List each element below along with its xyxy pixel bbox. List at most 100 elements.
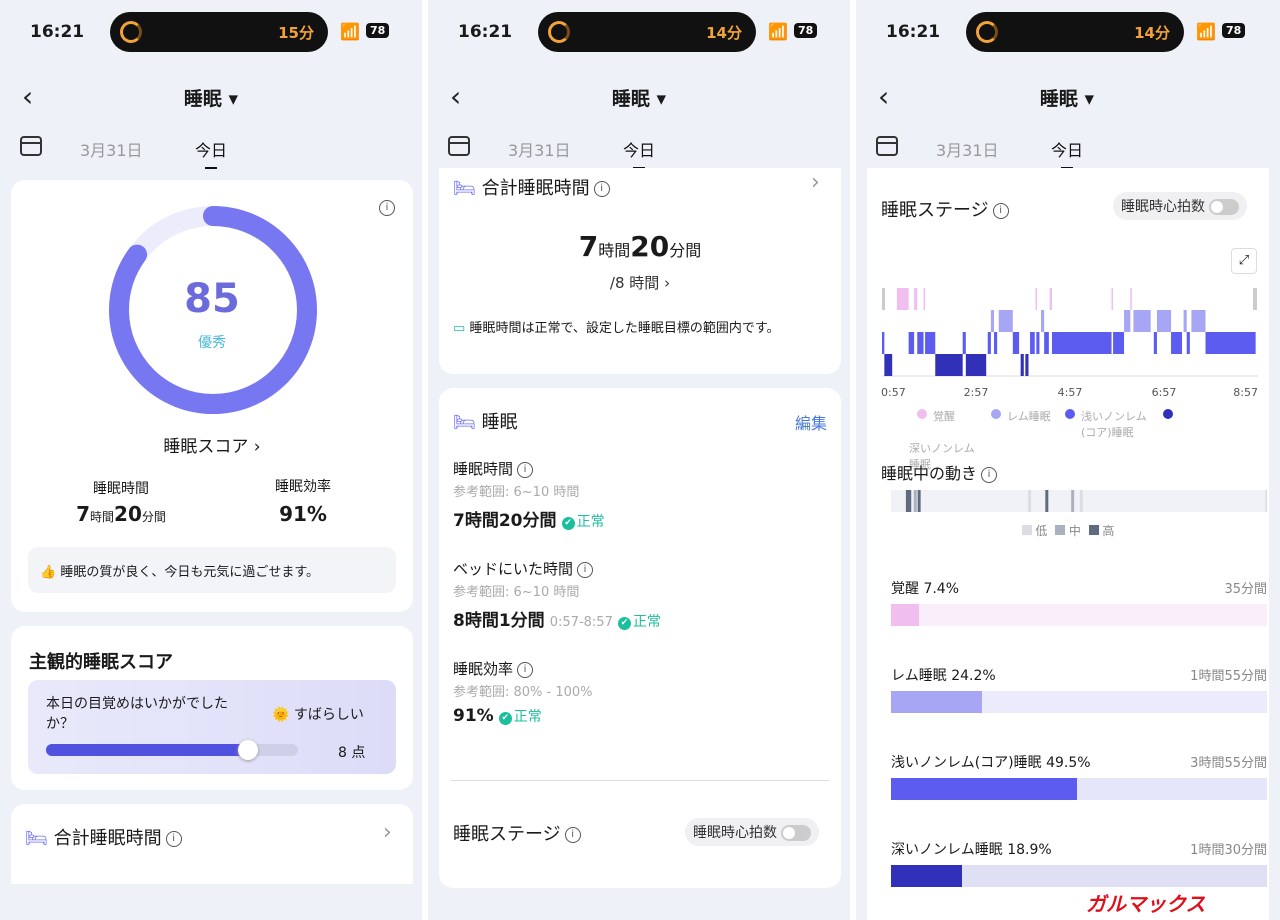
tab-yesterday[interactable]: 3月31日 — [508, 141, 571, 160]
status-badge: 正常 — [618, 614, 661, 630]
stage-segment-light — [925, 332, 936, 354]
movement-mark-high — [905, 490, 909, 512]
answer: 🌞 すばらしい — [272, 704, 364, 724]
panel-score: 16:21 15分 📶 78 ‹ 睡眠 ▾ 3月31日 今日 i 85 優秀 睡… — [0, 0, 422, 920]
tab-yesterday[interactable]: 3月31日 — [80, 141, 143, 160]
stage-bar — [891, 604, 1267, 626]
calendar-icon[interactable] — [20, 136, 42, 156]
sleep-stage-chart: 0:57 2:57 4:57 6:57 8:57 — [881, 288, 1258, 399]
chevron-right-icon[interactable]: › — [811, 170, 820, 195]
stage-segment-awake — [896, 288, 909, 310]
stage-title: 睡眠ステージ — [881, 200, 989, 221]
stage-name: 深いノンレム睡眠 18.9% — [891, 842, 1052, 858]
legend-item — [1065, 408, 1079, 421]
x-tick-label: 2:57 — [964, 386, 989, 399]
stage-segment-deep — [1020, 354, 1024, 376]
divider — [451, 780, 829, 781]
edit-button[interactable]: 編集 — [795, 414, 828, 433]
back-button[interactable]: ‹ — [22, 80, 34, 113]
slider-handle[interactable] — [237, 740, 258, 760]
tab-today[interactable]: 今日 — [1051, 137, 1083, 169]
stage-segment-light — [1012, 332, 1020, 354]
info-icon[interactable]: i — [992, 203, 1009, 219]
timer-ring-icon — [976, 21, 998, 43]
stage-title: 睡眠ステージ — [453, 824, 561, 845]
tab-today[interactable]: 今日 — [195, 137, 227, 169]
stage-name: 覚醒 7.4% — [891, 581, 960, 597]
back-button[interactable]: ‹ — [878, 80, 890, 113]
stage-segment-light — [994, 332, 998, 354]
tab-today[interactable]: 今日 — [623, 137, 655, 169]
stage-segment-deep — [965, 354, 987, 376]
info-icon[interactable]: i — [517, 661, 534, 678]
status-time: 16:21 — [886, 22, 941, 42]
stage-segment-light — [1171, 332, 1183, 354]
stage-segment-rem — [1124, 310, 1131, 332]
page-title[interactable]: 睡眠 ▾ — [1039, 88, 1095, 110]
movement-mark-low — [1265, 490, 1267, 512]
stage-unknown — [882, 288, 885, 310]
x-tick-label: 6:57 — [1152, 386, 1177, 399]
legend-item — [917, 408, 931, 421]
score-slider[interactable] — [46, 740, 298, 760]
total-duration: 7時間20分間 — [578, 230, 702, 263]
stage-duration: 3時間55分間 — [1190, 756, 1267, 771]
note-icon: ▭ — [453, 321, 466, 336]
tab-yesterday[interactable]: 3月31日 — [936, 141, 999, 160]
info-icon[interactable]: i — [165, 831, 182, 847]
page-title[interactable]: 睡眠 ▾ — [183, 88, 239, 110]
timer-text: 14分 — [706, 24, 742, 42]
sun-emoji-icon: 🌞 — [272, 707, 290, 723]
thumbs-up-icon: 👍 — [40, 565, 57, 580]
stage-segment-awake — [914, 288, 918, 310]
wifi-icon: 📶 — [1196, 22, 1216, 41]
sleep-goal[interactable]: /8 時間 › — [609, 274, 671, 292]
chevron-right-icon[interactable]: › — [383, 820, 392, 845]
status-time: 16:21 — [458, 22, 513, 42]
expand-icon[interactable]: ⤢ — [1231, 248, 1257, 274]
info-icon[interactable]: i — [593, 181, 610, 197]
heart-rate-toggle[interactable]: 睡眠時心拍数 — [1113, 192, 1247, 220]
info-icon[interactable]: i — [517, 461, 534, 478]
score-label: 優秀 — [198, 335, 226, 351]
back-button[interactable]: ‹ — [450, 80, 462, 113]
subjective-title: 主観的睡眠スコア — [29, 652, 173, 673]
battery-icon: 78 — [366, 23, 390, 38]
stage-segment-rem — [990, 310, 995, 332]
timer-text: 15分 — [278, 24, 314, 42]
score-link[interactable]: 睡眠スコア › — [163, 437, 261, 457]
total-sleep-card: 🛏 合計睡眠時間 i › 7時間20分間 /8 時間 › ▭ 睡眠時間は正常で、設… — [439, 168, 841, 374]
calendar-icon[interactable] — [448, 136, 470, 156]
total-sleep-card[interactable]: 🛏 合計睡眠時間 i › — [11, 804, 413, 884]
info-icon[interactable]: i — [981, 466, 998, 483]
stage-duration: 35分間 — [1224, 582, 1267, 597]
info-icon[interactable]: i — [577, 561, 594, 578]
x-tick-label: 0:57 — [881, 386, 906, 399]
stage-bar — [891, 865, 1267, 887]
info-icon[interactable]: i — [564, 827, 581, 843]
info-icon[interactable]: i — [379, 200, 395, 216]
legend-label: 浅いノンレム(コア)睡眠 — [1081, 410, 1147, 439]
total-title: 合計睡眠時間 — [481, 178, 590, 199]
movement-mark-high — [908, 490, 912, 512]
stage-bar-fill — [891, 778, 1078, 800]
score-card: i 85 優秀 睡眠スコア › 睡眠時間 7時間20分間 睡眠効率 91% 👍 … — [11, 180, 413, 612]
x-tick-label: 4:57 — [1058, 386, 1083, 399]
status-badge: 正常 — [499, 709, 542, 725]
tip-text: 睡眠の質が良く、今日も元気に過ごせます。 — [60, 565, 320, 580]
stage-segment-deep — [935, 354, 963, 376]
timer-text: 14分 — [1134, 24, 1170, 42]
dynamic-island: 15分 — [110, 12, 328, 52]
stage-segment-rem — [1191, 310, 1206, 332]
stage-bar-fill — [891, 691, 982, 713]
legend-item — [991, 408, 1005, 421]
stage-segment-awake — [1035, 288, 1038, 310]
movement-title: 睡眠中の動き — [881, 464, 978, 483]
stage-unknown — [1253, 288, 1257, 310]
movement-legend: 低 中 高 — [867, 522, 1269, 539]
calendar-icon[interactable] — [876, 136, 898, 156]
dynamic-island: 14分 — [966, 12, 1184, 52]
heart-rate-toggle[interactable]: 睡眠時心拍数 — [685, 818, 819, 846]
page-title[interactable]: 睡眠 ▾ — [611, 88, 667, 110]
